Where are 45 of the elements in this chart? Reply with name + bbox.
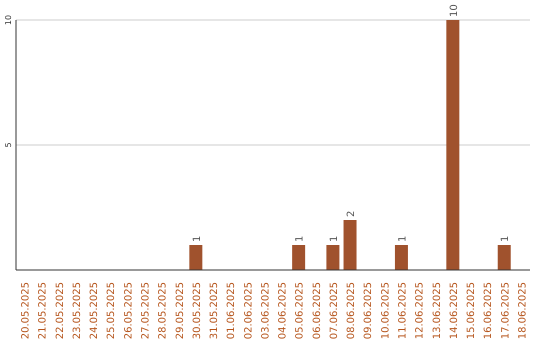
bar bbox=[189, 245, 202, 270]
bar bbox=[292, 245, 306, 270]
data-label: 1 bbox=[397, 236, 408, 242]
x-tick-label: 21.05.2025 bbox=[38, 282, 49, 340]
x-tick-label: 23.05.2025 bbox=[72, 282, 83, 340]
x-tick-label: 07.06.2025 bbox=[328, 282, 340, 340]
data-label: 1 bbox=[192, 236, 203, 242]
x-tick-label: 27.05.2025 bbox=[140, 282, 152, 340]
data-label: 1 bbox=[328, 236, 340, 242]
x-tick-label: 16.06.2025 bbox=[483, 282, 494, 340]
y-tick-label: 5 bbox=[4, 142, 13, 148]
x-tick-label: 25.05.2025 bbox=[106, 282, 118, 340]
x-tick-label: 17.06.2025 bbox=[500, 282, 512, 340]
x-tick-label: 13.06.2025 bbox=[432, 282, 443, 340]
x-tick-label: 15.06.2025 bbox=[466, 282, 478, 340]
data-label: 1 bbox=[500, 236, 512, 242]
x-tick-label: 09.06.2025 bbox=[363, 282, 374, 340]
x-tick-label: 11.06.2025 bbox=[398, 282, 408, 340]
x-tick-label: 20.05.2025 bbox=[20, 282, 32, 340]
x-tick-label: 03.06.2025 bbox=[260, 282, 272, 340]
bar bbox=[344, 220, 357, 270]
data-label: 10 bbox=[448, 4, 460, 17]
x-tick-label: 05.06.2025 bbox=[294, 282, 306, 340]
x-tick-label: 26.05.2025 bbox=[123, 282, 134, 340]
x-tick-label: 04.06.2025 bbox=[278, 282, 289, 340]
x-tick-label: 08.06.2025 bbox=[346, 282, 358, 340]
x-tick-label: 18.06.2025 bbox=[517, 282, 528, 340]
bar bbox=[394, 245, 408, 270]
x-tick-label: 22.05.2025 bbox=[54, 282, 66, 340]
x-tick-label: 29.05.2025 bbox=[174, 282, 186, 340]
bar bbox=[498, 245, 511, 270]
x-tick-label: 06.06.2025 bbox=[312, 282, 323, 340]
bar bbox=[326, 245, 340, 270]
x-tick-label: 31.05.2025 bbox=[209, 282, 220, 340]
x-tick-label: 10.06.2025 bbox=[380, 282, 392, 340]
data-label: 1 bbox=[294, 236, 306, 242]
bar bbox=[446, 20, 460, 270]
x-tick-label: 28.05.2025 bbox=[158, 282, 169, 340]
x-tick-label: 01.06.2025 bbox=[226, 282, 238, 340]
data-label: 2 bbox=[346, 210, 358, 217]
x-tick-label: 12.06.2025 bbox=[414, 282, 426, 340]
x-tick-label: 30.05.2025 bbox=[192, 282, 203, 340]
x-tick-label: 02.06.2025 bbox=[243, 282, 254, 340]
x-tick-label: 24.05.2025 bbox=[89, 282, 100, 340]
x-tick-label: 14.06.2025 bbox=[448, 282, 460, 340]
